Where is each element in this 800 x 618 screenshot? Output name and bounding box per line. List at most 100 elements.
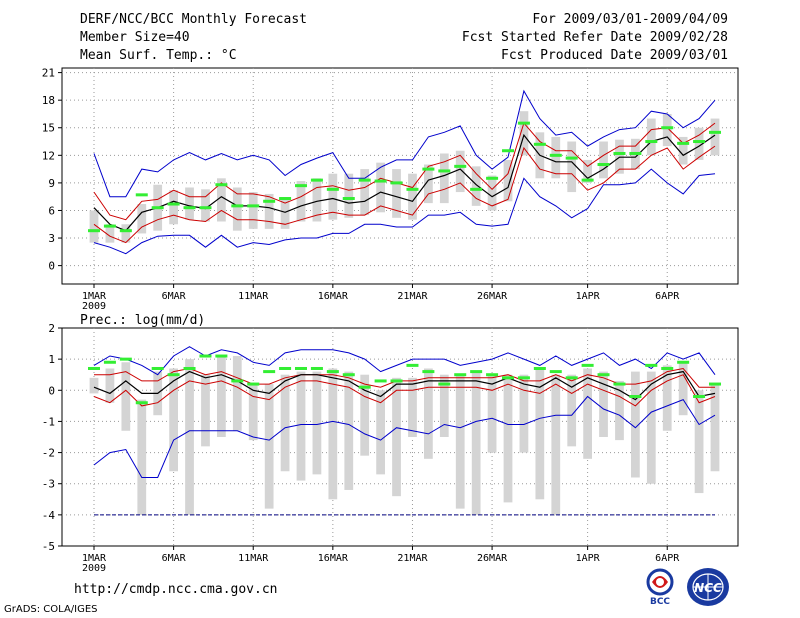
temp-y-tick-label: 6 xyxy=(48,204,55,217)
prec-observation-marker xyxy=(326,370,339,374)
temp-observation-marker xyxy=(454,164,467,168)
prec-observation-marker xyxy=(709,382,721,386)
temp-observation-marker xyxy=(549,153,562,157)
temp-spread-box xyxy=(567,141,577,193)
prec-observation-marker xyxy=(629,395,642,399)
temp-x-tick-label: 21MAR xyxy=(397,291,428,302)
prec-spread-box xyxy=(678,362,688,416)
temp-spread-box xyxy=(360,169,370,216)
prec-spread-box xyxy=(408,377,417,437)
prec-x-tick-label: 26MAR xyxy=(477,553,508,564)
prec-ensemble-mean-line xyxy=(93,370,716,401)
prec-spread-box xyxy=(567,374,577,447)
prec-spread-box xyxy=(185,359,194,515)
prec-x-tick-label: 6MAR xyxy=(162,553,187,564)
ncc-logo: NCC xyxy=(687,568,729,606)
temp-observation-marker xyxy=(88,229,100,233)
temp-spread-box xyxy=(678,136,688,165)
temp-spread-box xyxy=(408,173,417,220)
temp-observation-marker xyxy=(390,181,403,185)
temp-spread-lower-line xyxy=(93,145,716,244)
prec-observation-marker xyxy=(549,370,562,374)
temp-spread-box xyxy=(121,224,131,243)
temp-y-tick-label: 3 xyxy=(48,232,55,245)
prec-observation-marker xyxy=(295,366,307,370)
prec-y-tick-label: -2 xyxy=(42,447,55,460)
prec-spread-box xyxy=(232,356,242,431)
temp-observation-marker xyxy=(167,202,180,206)
prec-spread-box xyxy=(264,384,274,509)
prec-observation-marker xyxy=(502,376,514,380)
temp-spread-box xyxy=(646,118,656,156)
temp-observation-marker xyxy=(406,187,419,191)
temp-observation-marker xyxy=(517,121,530,125)
temp-observation-marker xyxy=(374,179,387,183)
temp-spread-box xyxy=(694,127,704,160)
temp-observation-marker xyxy=(342,197,355,201)
temp-plot-frame xyxy=(61,67,739,285)
prec-observation-marker xyxy=(677,360,690,364)
prec-spread-box xyxy=(137,399,147,515)
prec-observation-marker xyxy=(438,382,451,386)
temp-x-tick-label: 16MAR xyxy=(318,291,349,302)
temp-observation-marker xyxy=(645,140,658,144)
prec-spread-box xyxy=(201,374,210,447)
prec-spread-box xyxy=(535,368,545,500)
prec-spread-box xyxy=(710,384,720,472)
prec-observation-marker xyxy=(247,382,260,386)
prec-spread-box xyxy=(328,368,338,500)
temp-x-tick-label: 1APR xyxy=(576,291,601,302)
temp-spread-box xyxy=(392,169,401,218)
temp-y-tick-label: 0 xyxy=(48,260,55,273)
prec-spread-box xyxy=(392,377,401,497)
bcc-logo: BCC xyxy=(646,568,674,606)
prec-observation-marker xyxy=(422,370,435,374)
prec-observation-marker xyxy=(342,373,355,377)
temp-observation-marker xyxy=(661,126,674,130)
prec-plot-frame xyxy=(61,327,739,547)
variable-label: Mean Surf. Temp.: °C xyxy=(80,48,237,63)
temp-observation-marker xyxy=(231,204,244,208)
prec-y-tick-label: -3 xyxy=(42,478,55,491)
prec-observation-marker xyxy=(151,366,164,370)
prec-observation-marker xyxy=(470,370,483,374)
temp-spread-box xyxy=(439,153,449,204)
temp-spread-box xyxy=(710,118,720,156)
temp-observation-marker xyxy=(310,178,323,182)
temp-member-min-line xyxy=(93,168,716,255)
source-url: http://cmdp.ncc.cma.gov.cn xyxy=(74,582,278,597)
prec-observation-marker xyxy=(645,363,658,367)
prec-spread-box xyxy=(376,390,385,475)
temp-spread-box xyxy=(105,224,115,243)
temp-spread-box xyxy=(662,113,672,147)
prec-observation-marker xyxy=(358,385,371,389)
temp-observation-marker xyxy=(486,176,499,180)
prec-x-year-label: 2009 xyxy=(82,563,106,574)
temp-spread-box xyxy=(296,181,306,222)
temp-spread-box xyxy=(217,178,226,222)
prec-y-tick-label: 0 xyxy=(48,384,55,397)
temp-spread-box xyxy=(424,164,433,204)
temp-observation-marker xyxy=(326,187,339,191)
temp-observation-marker xyxy=(279,197,292,201)
prec-spread-box xyxy=(519,374,529,453)
prec-spread-box xyxy=(217,356,226,437)
temp-x-tick-label: 1MAR xyxy=(82,291,107,302)
temp-observation-marker xyxy=(597,163,610,167)
prec-spread-box xyxy=(662,365,672,431)
temp-observation-marker xyxy=(565,156,578,160)
prec-observation-marker xyxy=(167,373,180,377)
temp-spread-box xyxy=(201,189,210,222)
prec-spread-box xyxy=(694,390,704,494)
temp-spread-box xyxy=(455,150,465,193)
prec-observation-marker xyxy=(661,366,674,370)
temp-observation-marker xyxy=(215,183,228,187)
prec-observation-marker xyxy=(263,370,276,374)
prec-observation-marker xyxy=(215,354,228,358)
temp-x-tick-label: 26MAR xyxy=(477,291,508,302)
prec-spread-box xyxy=(89,377,99,394)
prec-spread-box xyxy=(121,362,131,431)
prec-spread-box xyxy=(646,371,656,484)
